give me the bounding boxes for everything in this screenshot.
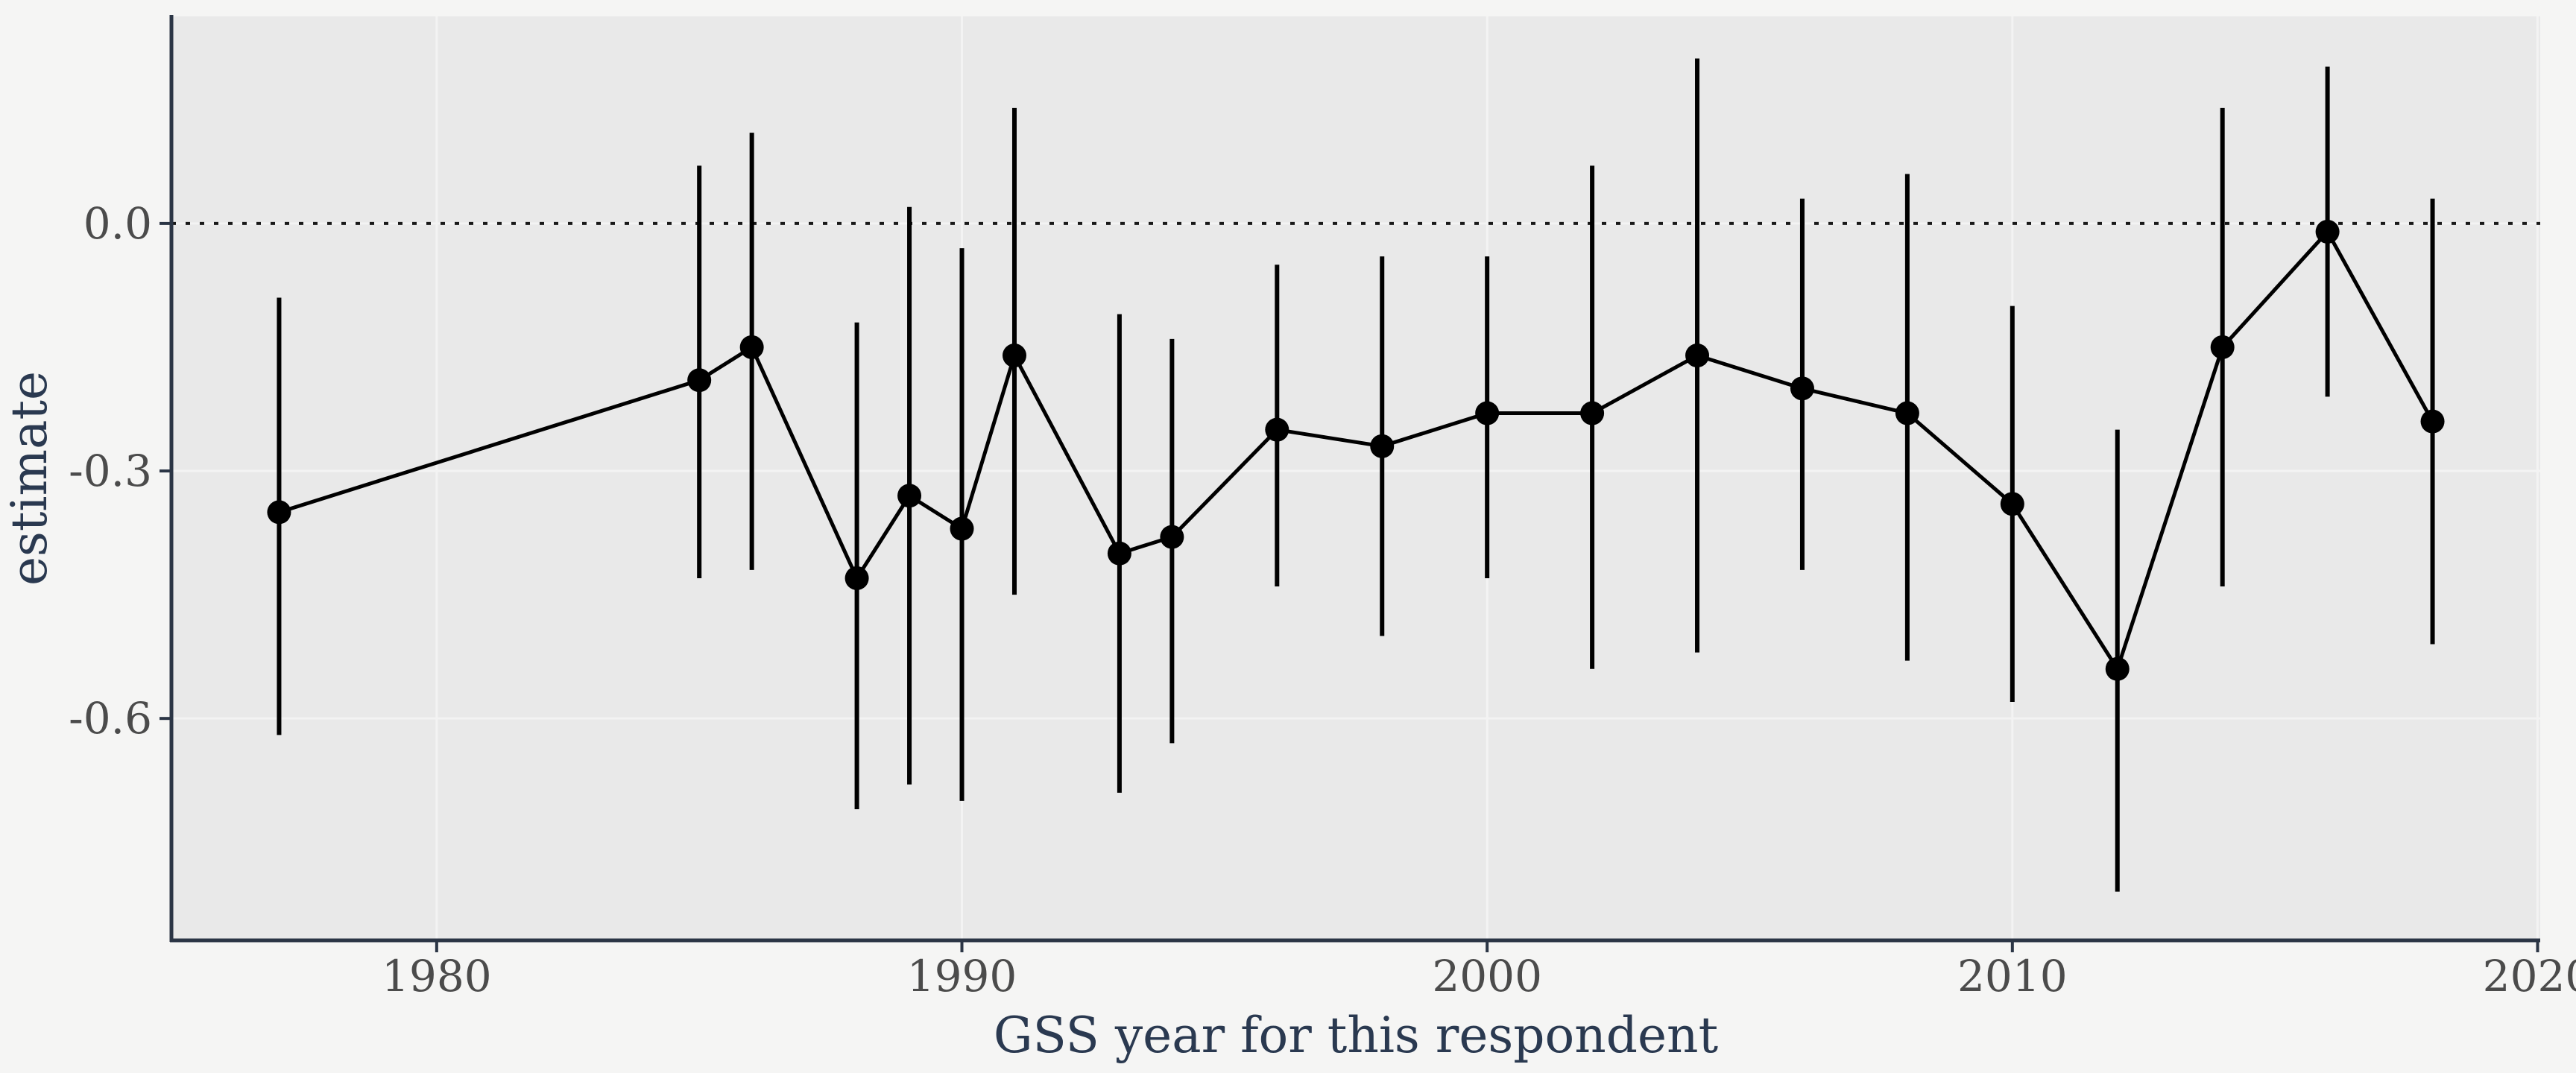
data-point <box>2315 219 2340 244</box>
data-point <box>687 368 712 393</box>
data-point <box>950 516 974 541</box>
data-point <box>1790 376 1814 401</box>
data-point <box>1265 417 1289 442</box>
data-point <box>739 335 764 359</box>
x-tick-label: 1980 <box>382 951 492 1001</box>
panel <box>171 16 2540 940</box>
data-point <box>267 500 291 525</box>
data-point <box>2000 492 2024 516</box>
data-point <box>1107 541 1131 566</box>
y-tick-label: -0.6 <box>69 693 152 744</box>
data-point <box>1685 344 1710 368</box>
data-points <box>267 219 2445 681</box>
data-point <box>2420 409 2445 434</box>
data-point <box>1002 344 1026 368</box>
data-point <box>1895 401 1919 425</box>
data-point <box>1580 401 1605 425</box>
y-tick-label: 0.0 <box>83 198 152 249</box>
data-point <box>845 566 869 590</box>
x-axis-title: GSS year for this respondent <box>994 1007 1718 1064</box>
data-point <box>897 484 922 508</box>
data-point <box>1475 401 1500 425</box>
y-axis-title: estimate <box>1 371 58 586</box>
x-tick-label: 1990 <box>907 951 1017 1001</box>
data-point <box>1160 525 1184 549</box>
axes <box>160 15 2540 952</box>
y-tick-label: -0.3 <box>69 446 152 496</box>
data-point <box>2105 656 2130 681</box>
x-tick-label: 2000 <box>1432 951 1542 1001</box>
x-tick-label: 2010 <box>1957 951 2068 1001</box>
data-point <box>1370 434 1395 458</box>
data-point <box>2210 335 2235 359</box>
